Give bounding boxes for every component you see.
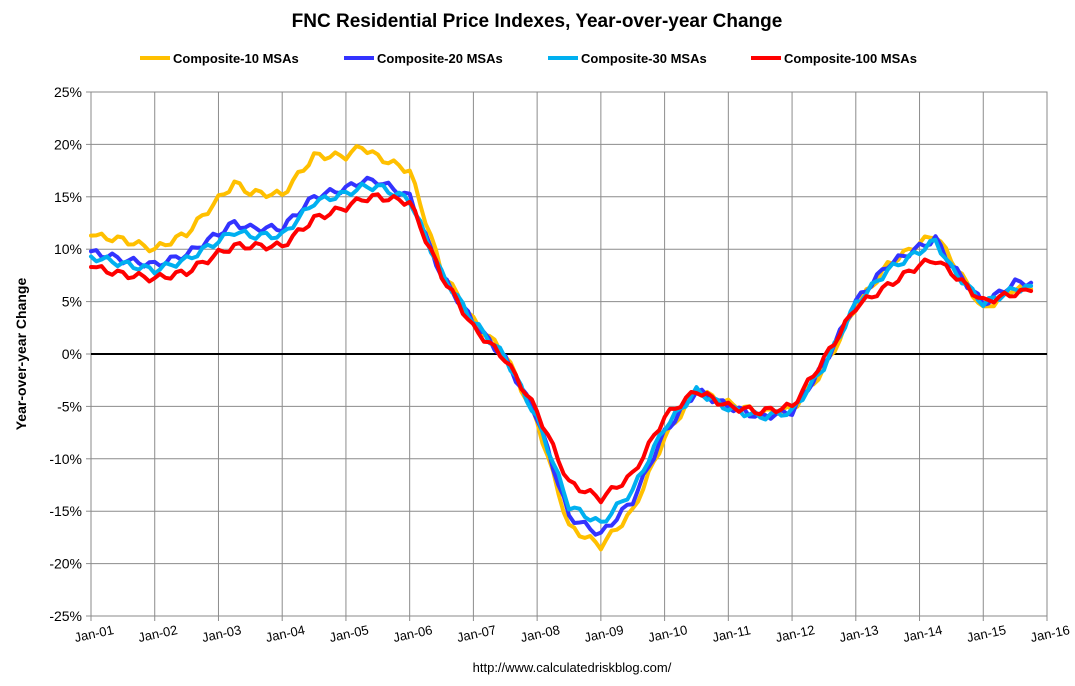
x-tick-label: Jan-08 [519,622,561,645]
legend-label: Composite-30 MSAs [581,51,707,66]
y-tick-label: -25% [49,608,82,624]
y-tick-label: -10% [49,451,82,467]
x-tick-label: Jan-06 [392,622,434,645]
y-tick-label: 25% [54,84,82,100]
legend-label: Composite-20 MSAs [377,51,503,66]
y-tick-label: 10% [54,241,82,257]
x-tick-label: Jan-07 [455,622,497,645]
chart-title: FNC Residential Price Indexes, Year-over… [292,11,783,32]
y-tick-label: 5% [62,294,82,310]
source-url: http://www.calculatedriskblog.com/ [473,660,672,675]
y-axis: 25% 20% 15% 10% 5% 0% -5% -10% -15% -20% -25% [49,84,91,624]
legend-label: Composite-100 MSAs [784,51,917,66]
x-tick-label: Jan-02 [137,622,179,645]
x-tick-label: Jan-05 [328,622,370,645]
y-tick-label: -15% [49,503,82,519]
x-tick-label: Jan-11 [711,622,752,645]
x-tick-label: Jan-09 [583,622,625,645]
series-line-4 [89,192,1034,505]
y-tick-label: -20% [49,556,82,572]
x-tick-label: Jan-12 [774,622,816,645]
x-tick-label: Jan-10 [647,622,689,645]
y-tick-label: 15% [54,189,82,205]
x-tick-label: Jan-04 [264,622,306,645]
x-tick-label: Jan-15 [965,622,1007,645]
legend-label: Composite-10 MSAs [173,51,299,66]
x-axis: Jan-01 Jan-02 Jan-03 Jan-04 Jan-05 Jan-06 Jan-… [73,616,1071,645]
y-axis-label: Year-over-year Change [13,278,29,431]
y-tick-label: -5% [57,398,82,414]
series-line-3 [89,181,1034,524]
series-lines [89,144,1034,552]
x-tick-label: Jan-01 [73,622,115,645]
x-tick-label: Jan-13 [838,622,880,645]
y-tick-label: 20% [54,136,82,152]
x-tick-label: Jan-16 [1029,622,1071,645]
y-tick-label: 0% [62,346,82,362]
x-tick-label: Jan-03 [201,622,243,645]
x-tick-label: Jan-14 [902,622,944,645]
legend: Composite-10 MSAs Composite-20 MSAs Compos… [140,51,917,66]
